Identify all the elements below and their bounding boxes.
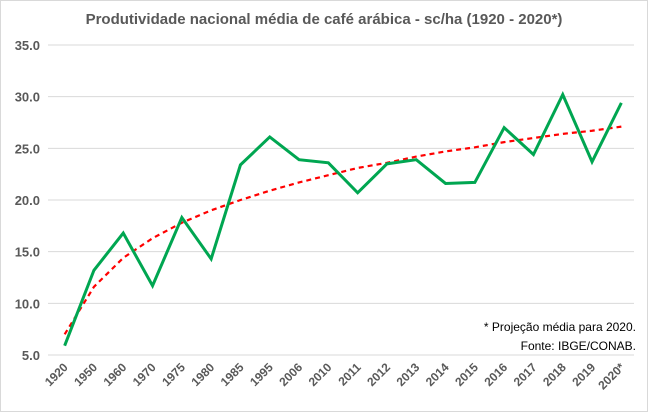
x-tick-label: 1950 (71, 360, 100, 389)
x-tick-label: 1970 (130, 360, 159, 389)
y-tick-label: 10.0 (15, 296, 40, 311)
x-tick-label: 2014 (423, 360, 452, 389)
chart-title: Produtividade nacional média de café ará… (86, 11, 563, 28)
x-tick-label: 1960 (101, 360, 130, 389)
x-tick-label: 2018 (540, 360, 569, 389)
x-tick-label: 2017 (511, 360, 540, 389)
x-tick-label: 2015 (452, 360, 481, 389)
x-tick-label: 2013 (394, 360, 423, 389)
x-tick-label: 2016 (481, 360, 510, 389)
x-tick-label: 1985 (218, 360, 247, 389)
y-tick-label: 25.0 (15, 141, 40, 156)
x-tick-label: 2012 (364, 360, 393, 389)
x-tick-label: 2011 (335, 360, 364, 389)
x-tick-label: 1995 (247, 360, 276, 389)
y-tick-label: 5.0 (22, 348, 40, 363)
series-line (63, 91, 623, 347)
source-note: Fonte: IBGE/CONAB. (521, 339, 636, 353)
x-tick-label: 2019 (569, 360, 598, 389)
y-tick-label: 30.0 (15, 90, 40, 105)
x-tick-label: 1920 (42, 360, 71, 389)
x-tick-label: 2020* (595, 360, 627, 392)
x-tick-label: 1975 (159, 360, 188, 389)
x-tick-label: 2010 (306, 360, 335, 389)
x-tick-label: 1980 (188, 360, 217, 389)
y-tick-label: 20.0 (15, 193, 40, 208)
projection-note: * Projeção média para 2020. (484, 320, 636, 334)
y-tick-label: 35.0 (15, 38, 40, 53)
x-tick-label: 2006 (276, 360, 305, 389)
y-tick-label: 15.0 (15, 245, 40, 260)
trendline (63, 125, 622, 335)
